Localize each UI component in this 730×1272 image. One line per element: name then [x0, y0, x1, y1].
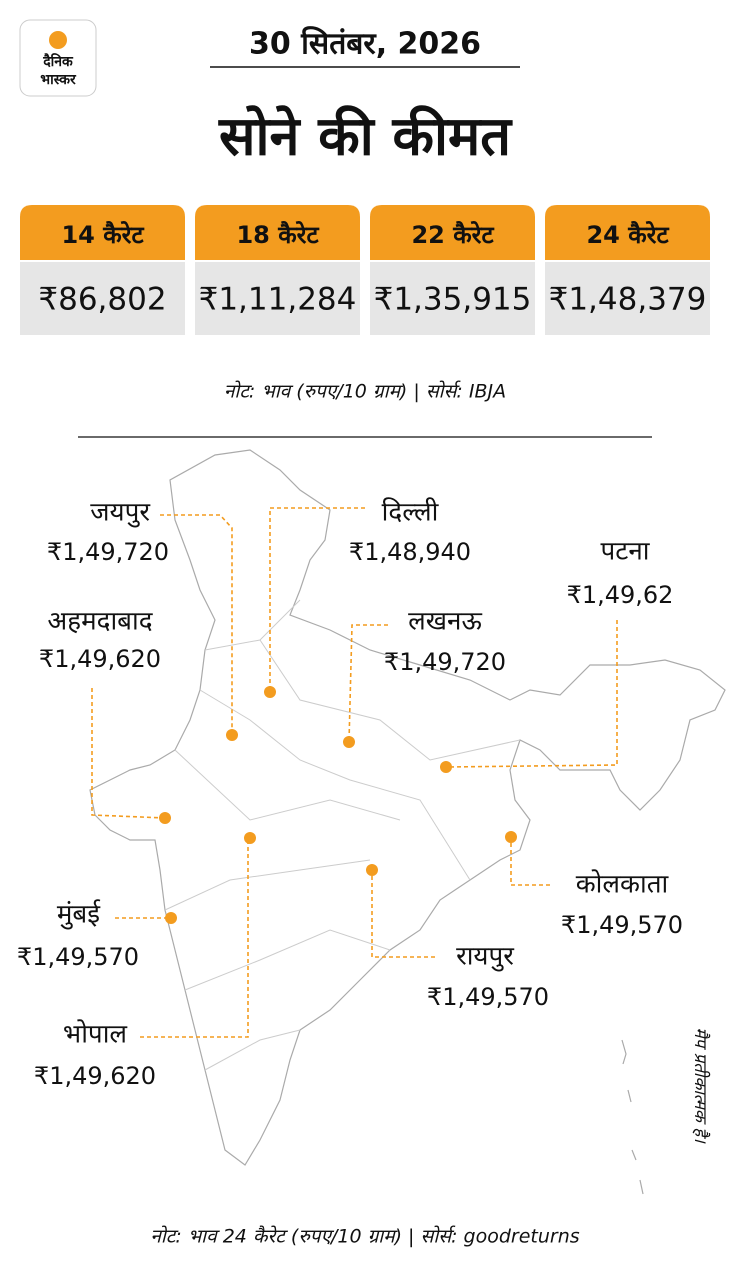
city-name: रायपुर — [456, 942, 515, 972]
city-price: ₹1,49,720 — [384, 648, 506, 676]
card-body — [370, 262, 535, 335]
leader-line — [445, 620, 618, 768]
leader-line — [348, 624, 388, 743]
islands — [621, 1039, 644, 1195]
city-dot — [244, 832, 256, 844]
map-note: मैप प्रतीकात्मक है। — [690, 1027, 711, 1144]
city-dot — [165, 912, 177, 924]
card-header — [20, 205, 185, 260]
city-name: दिल्ली — [382, 497, 440, 528]
leader-line — [269, 507, 365, 692]
card-karat: 18 कैरेट — [236, 221, 319, 249]
title: सोने की कीमत — [218, 105, 513, 168]
card-karat: 22 कैरेट — [411, 221, 494, 249]
city-price: ₹1,49,570 — [427, 983, 549, 1011]
city-name: मुंबई — [57, 899, 101, 930]
city-dot — [226, 729, 238, 741]
card-price: ₹1,35,915 — [374, 282, 532, 318]
card-body — [20, 262, 185, 335]
city-price: ₹1,49,62 — [567, 581, 674, 609]
city-name: अहमदाबाद — [47, 607, 153, 637]
city-price: ₹1,49,620 — [34, 1062, 156, 1090]
city-dot — [440, 761, 452, 773]
city-name: जयपुर — [90, 498, 151, 528]
leader-line — [510, 837, 550, 886]
card-body — [545, 262, 710, 335]
card-price: ₹1,48,379 — [549, 282, 707, 318]
leader-line — [91, 688, 166, 819]
card-karat: 14 कैरेट — [61, 221, 144, 249]
leader-line — [160, 514, 233, 735]
date: 30 सितंबर, 2026 — [249, 26, 481, 62]
city-name: पटना — [600, 537, 650, 567]
city-price: ₹1,49,620 — [39, 645, 161, 673]
logo-box — [19, 19, 97, 97]
leader-line — [140, 838, 249, 1038]
card-price: ₹1,11,284 — [199, 282, 357, 318]
note: नोट: भाव (रुपए/10 ग्राम) | सोर्स: IBJA — [224, 380, 506, 403]
card-header — [370, 205, 535, 260]
card-header — [195, 205, 360, 260]
logo-text: भास्कर — [40, 72, 77, 88]
city-dot — [159, 812, 171, 824]
state-borders — [164, 599, 521, 1071]
card-header — [545, 205, 710, 260]
city-dot — [264, 686, 276, 698]
city-dot — [366, 864, 378, 876]
map-outline — [89, 449, 726, 1166]
city-name: भोपाल — [63, 1019, 128, 1050]
card-body — [195, 262, 360, 335]
city-price: ₹1,49,570 — [17, 943, 139, 971]
card-price: ₹86,802 — [38, 282, 166, 318]
leader-line — [371, 870, 435, 958]
city-dot — [505, 831, 517, 843]
city-price: ₹1,49,720 — [47, 538, 169, 566]
logo-sun — [49, 31, 67, 49]
city-price: ₹1,49,570 — [561, 911, 683, 939]
city-price: ₹1,48,940 — [349, 538, 471, 566]
city-dot — [343, 736, 355, 748]
note: नोट: भाव 24 कैरेट (रुपए/10 ग्राम) | सोर्… — [150, 1225, 579, 1248]
city-name: लखनऊ — [408, 607, 482, 637]
card-karat: 24 कैरेट — [586, 221, 669, 249]
logo-text: दैनिक — [42, 53, 74, 70]
city-name: कोलकाता — [576, 869, 670, 900]
